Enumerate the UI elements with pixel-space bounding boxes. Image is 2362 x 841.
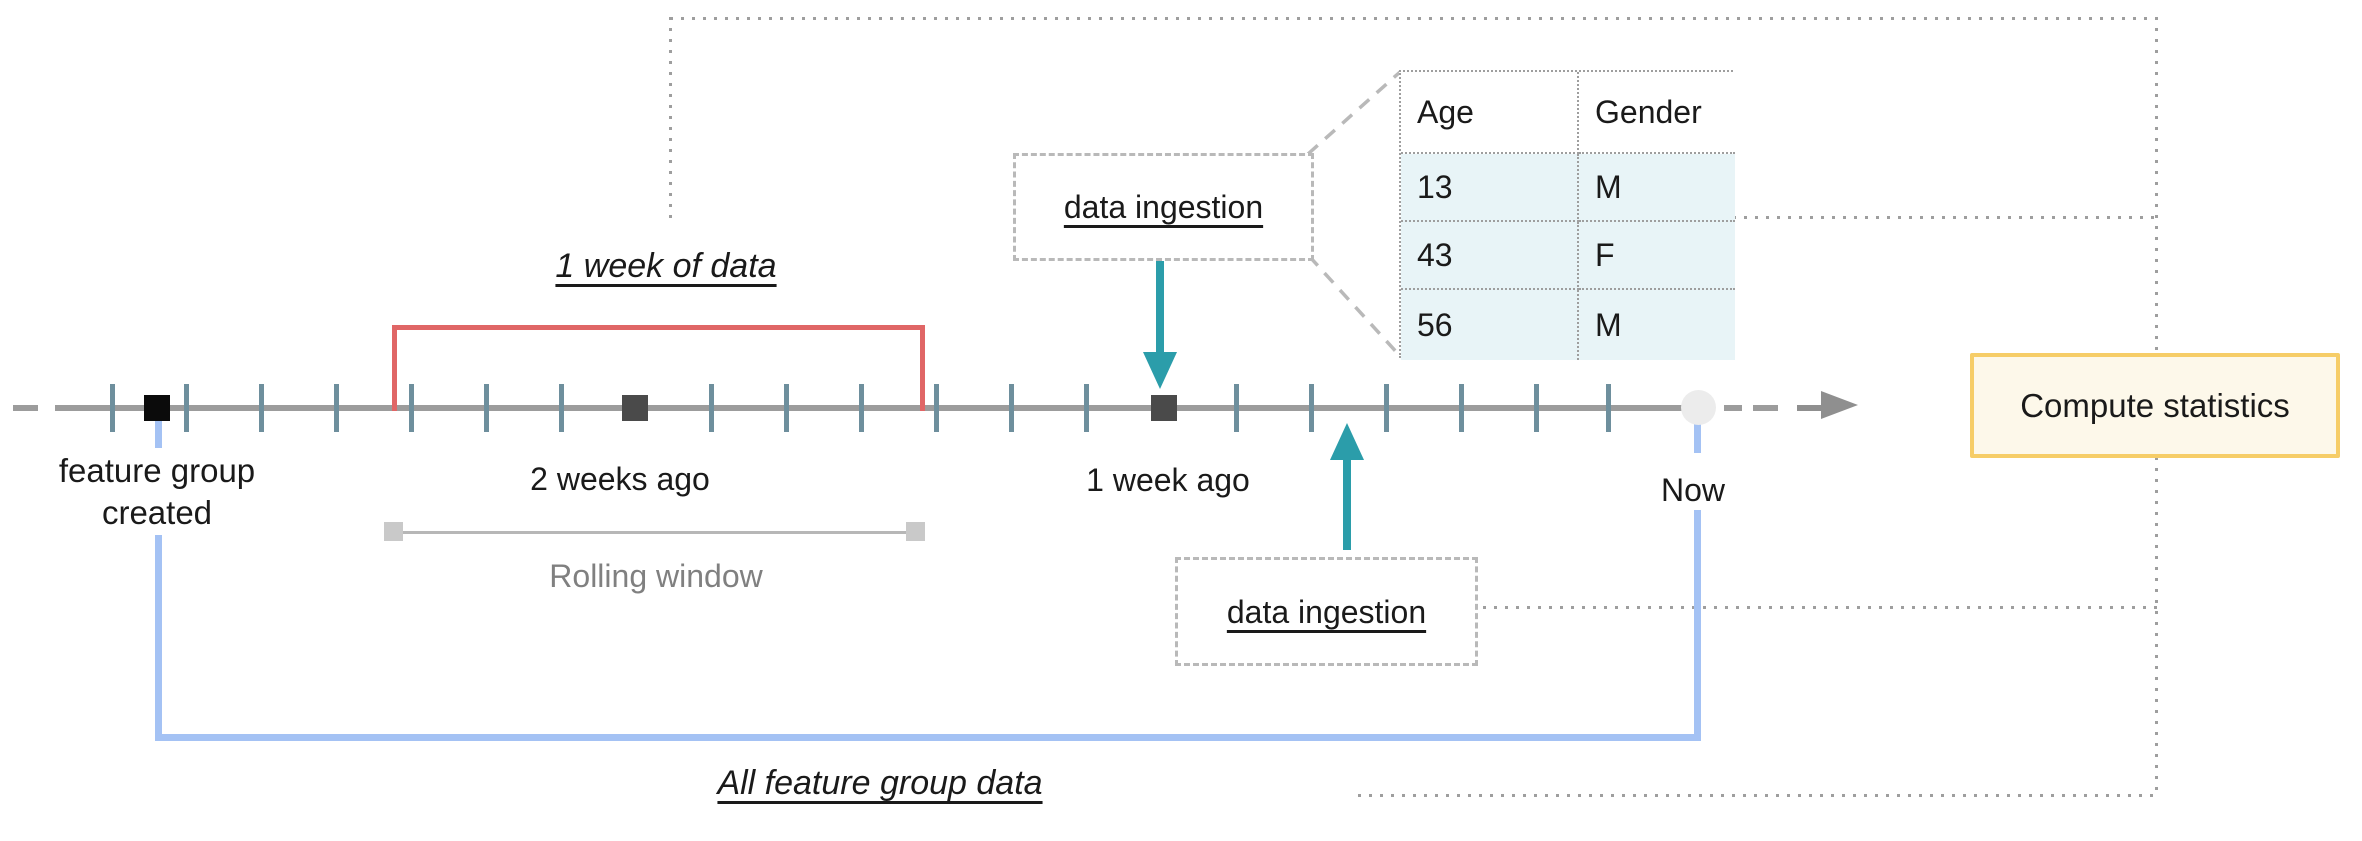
timeline-tick (184, 384, 189, 432)
marker-now (1681, 390, 1716, 425)
timeline-trail-dash-2 (1753, 405, 1778, 411)
feature-group-created-line1: feature group (58, 452, 256, 489)
table-cell-r2c1: M (1579, 290, 1735, 360)
feature-group-created-line2: created (101, 494, 213, 531)
timeline-tick (334, 384, 339, 432)
table-cell-r2c0: 56 (1401, 290, 1579, 360)
timeline-tick (559, 384, 564, 432)
marker-one-week-ago (1151, 395, 1177, 421)
feature-group-created-label: feature group created (17, 450, 297, 534)
data-ingestion-top-label: data ingestion (1063, 189, 1264, 225)
table-cell-r0c0: 13 (1401, 154, 1579, 222)
data-ingestion-box-top: data ingestion (1013, 153, 1314, 261)
ingestion-arrow-down-shaft (1156, 257, 1164, 354)
timeline-tick (1459, 384, 1464, 432)
compute-statistics-box: Compute statistics (1970, 353, 2340, 458)
table-cell-r1c0: 43 (1401, 222, 1579, 290)
rolling-window-label: Rolling window (549, 558, 763, 594)
rolling-window-left-handle (384, 522, 403, 541)
timeline-arrow-shaft (1797, 405, 1821, 411)
timeline-tick (1309, 384, 1314, 432)
timeline-tick (1606, 384, 1611, 432)
all-data-bracket-right-stub (1694, 424, 1701, 453)
table-header-gender: Gender (1579, 72, 1735, 154)
all-data-bracket-left (155, 535, 162, 738)
two-weeks-ago-label: 2 weeks ago (530, 461, 710, 497)
timeline-tick (484, 384, 489, 432)
compute-statistics-label: Compute statistics (2020, 386, 2290, 424)
timeline-tick (259, 384, 264, 432)
one-week-of-data-label: 1 week of data (555, 247, 777, 285)
timeline-tick (709, 384, 714, 432)
one-week-bracket (392, 325, 925, 411)
data-ingestion-bottom-label: data ingestion (1226, 593, 1427, 630)
timeline-axis (55, 405, 1698, 411)
timeline-tick (1234, 384, 1239, 432)
timeline-tick (110, 384, 115, 432)
table-cell-r1c1: F (1579, 222, 1735, 290)
marker-two-weeks-ago (622, 395, 648, 421)
dotted-connector-left-drop (669, 17, 672, 219)
data-ingestion-box-bottom: data ingestion (1175, 557, 1478, 666)
dotted-connector-from-ingestion (1472, 606, 2157, 609)
timeline-tick (1534, 384, 1539, 432)
timeline-tick (409, 384, 414, 432)
one-week-ago-label: 1 week ago (1086, 462, 1250, 498)
timeline-tick (784, 384, 789, 432)
ingestion-record-table: Age Gender 13 M 43 F 56 M (1399, 70, 1735, 360)
timeline-trail-dash-1 (1724, 405, 1742, 411)
marker-feature-group-created (144, 395, 170, 421)
now-label: Now (1660, 472, 1725, 508)
ingestion-arrow-up-shaft (1343, 458, 1351, 550)
dotted-connector-bottom (1358, 794, 2157, 797)
table-cell-r0c1: M (1579, 154, 1735, 222)
timeline-lead-dash (13, 405, 38, 411)
timeline-tick (934, 384, 939, 432)
all-feature-group-data-label: All feature group data (717, 764, 1043, 802)
all-data-bracket-right (1694, 510, 1701, 741)
timeline-tick (1384, 384, 1389, 432)
table-header-age: Age (1401, 72, 1579, 154)
dotted-connector-top (670, 17, 2159, 20)
timeline-arrowhead-icon (1821, 391, 1858, 419)
all-data-bracket-bottom (155, 734, 1701, 741)
timeline-tick (1084, 384, 1089, 432)
rolling-window-right-handle (906, 522, 925, 541)
rolling-window-line (393, 531, 915, 534)
all-data-bracket-left-stub (155, 421, 162, 448)
ingestion-arrow-down-icon (1143, 352, 1177, 389)
dotted-connector-from-table (1733, 216, 2157, 219)
ingestion-arrow-up-icon (1330, 423, 1364, 460)
timeline-tick (1009, 384, 1014, 432)
timeline-tick (859, 384, 864, 432)
